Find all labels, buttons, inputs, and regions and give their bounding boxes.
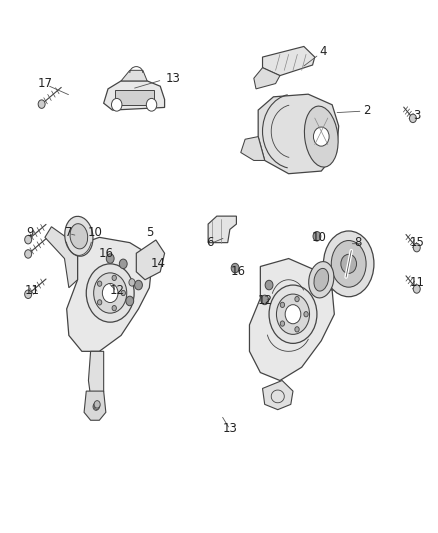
Text: 16: 16 xyxy=(231,265,246,278)
Text: 10: 10 xyxy=(88,225,102,239)
Circle shape xyxy=(112,99,122,111)
Polygon shape xyxy=(262,46,315,76)
Circle shape xyxy=(106,254,114,263)
Circle shape xyxy=(98,300,102,305)
Circle shape xyxy=(94,402,100,409)
Text: 2: 2 xyxy=(363,103,371,117)
Text: 14: 14 xyxy=(151,257,166,270)
Circle shape xyxy=(265,280,273,290)
Circle shape xyxy=(231,263,239,273)
Circle shape xyxy=(285,305,301,324)
Circle shape xyxy=(25,290,32,298)
Circle shape xyxy=(102,284,118,303)
Text: 16: 16 xyxy=(99,247,113,260)
Circle shape xyxy=(261,295,268,305)
Polygon shape xyxy=(254,68,280,89)
Circle shape xyxy=(119,259,127,269)
Polygon shape xyxy=(84,391,106,420)
Circle shape xyxy=(121,290,125,296)
Circle shape xyxy=(112,305,117,311)
Circle shape xyxy=(410,114,417,123)
Circle shape xyxy=(341,254,357,273)
Polygon shape xyxy=(104,81,165,110)
Text: 17: 17 xyxy=(37,77,53,90)
Polygon shape xyxy=(88,351,104,402)
Circle shape xyxy=(134,280,142,290)
Polygon shape xyxy=(319,248,363,290)
Text: 3: 3 xyxy=(413,109,421,122)
Text: 11: 11 xyxy=(410,276,424,289)
Circle shape xyxy=(413,244,420,252)
Circle shape xyxy=(98,281,102,286)
Text: 12: 12 xyxy=(257,294,272,308)
Ellipse shape xyxy=(314,269,328,291)
Text: 11: 11 xyxy=(25,284,39,297)
Circle shape xyxy=(93,403,99,410)
Polygon shape xyxy=(121,70,147,81)
Text: 4: 4 xyxy=(320,45,327,58)
Polygon shape xyxy=(67,237,152,351)
Polygon shape xyxy=(136,240,165,280)
Circle shape xyxy=(146,99,157,111)
Circle shape xyxy=(295,296,299,302)
Text: 15: 15 xyxy=(410,236,424,249)
Circle shape xyxy=(94,273,127,313)
Circle shape xyxy=(280,302,285,308)
Text: 13: 13 xyxy=(166,72,181,85)
Text: 9: 9 xyxy=(26,225,33,239)
Circle shape xyxy=(94,401,100,408)
Circle shape xyxy=(269,285,317,343)
Circle shape xyxy=(126,296,134,306)
Polygon shape xyxy=(241,136,265,160)
Ellipse shape xyxy=(304,106,338,167)
Ellipse shape xyxy=(309,262,334,298)
Circle shape xyxy=(86,264,134,322)
Polygon shape xyxy=(45,227,78,288)
Text: 6: 6 xyxy=(207,236,214,249)
Polygon shape xyxy=(208,216,237,243)
Ellipse shape xyxy=(65,216,93,256)
Ellipse shape xyxy=(323,231,374,297)
Circle shape xyxy=(276,294,310,334)
Circle shape xyxy=(413,285,420,293)
Ellipse shape xyxy=(70,224,88,249)
Text: 12: 12 xyxy=(109,284,124,297)
Text: 5: 5 xyxy=(146,225,153,239)
Circle shape xyxy=(314,127,329,146)
Polygon shape xyxy=(250,259,334,381)
Circle shape xyxy=(25,250,32,258)
Circle shape xyxy=(313,231,321,241)
Circle shape xyxy=(304,312,308,317)
Text: 7: 7 xyxy=(65,225,73,239)
Text: 13: 13 xyxy=(223,422,237,435)
Polygon shape xyxy=(115,91,154,105)
Polygon shape xyxy=(262,381,293,410)
Circle shape xyxy=(112,275,117,280)
Polygon shape xyxy=(258,94,339,174)
Circle shape xyxy=(25,236,32,244)
Text: 8: 8 xyxy=(355,236,362,249)
Circle shape xyxy=(295,327,299,332)
Circle shape xyxy=(129,279,135,286)
Text: 10: 10 xyxy=(312,231,327,244)
Ellipse shape xyxy=(331,240,366,287)
Circle shape xyxy=(280,321,285,326)
Circle shape xyxy=(38,100,45,108)
